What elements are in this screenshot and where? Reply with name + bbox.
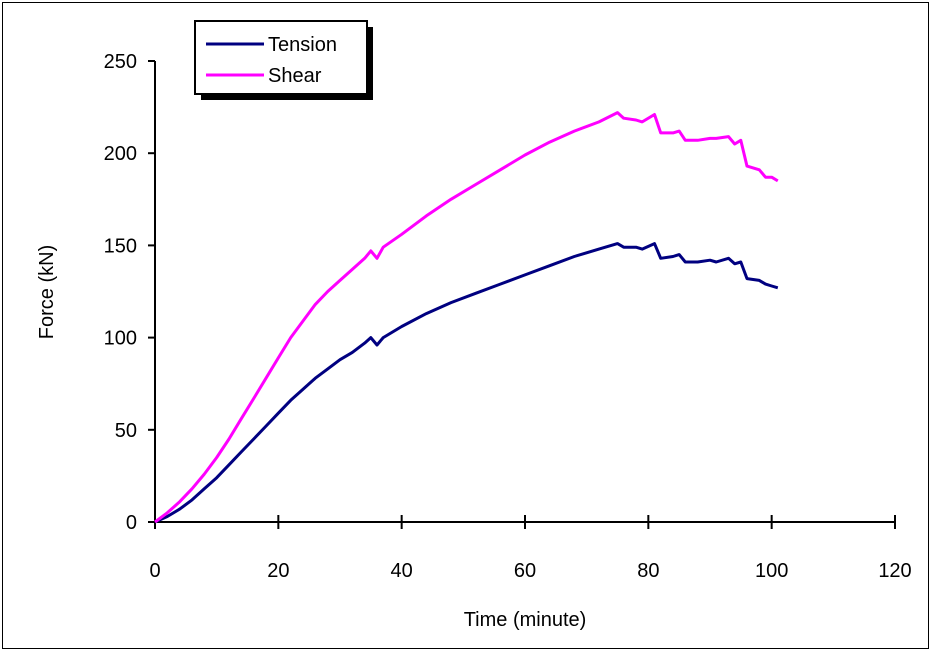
- legend-label-shear: Shear: [268, 65, 322, 87]
- y-tick-label: 200: [104, 143, 137, 165]
- axes: 0 20 40 60 80 100 120 0 50 100 150 200 250: [104, 51, 912, 582]
- x-axis-title: Time (minute): [464, 609, 587, 631]
- x-tick-label: 100: [755, 560, 788, 582]
- series-line-tension: [154, 242, 779, 524]
- legend-label-tension: Tension: [268, 34, 337, 56]
- series-group: [154, 111, 779, 524]
- x-ticks: 0 20 40 60 80 100 120: [149, 515, 912, 582]
- y-tick-label: 150: [104, 235, 137, 257]
- y-axis-title: Force (kN): [36, 245, 58, 339]
- x-tick-label: 20: [267, 560, 289, 582]
- chart-frame: [2, 2, 929, 649]
- x-tick-label: 0: [149, 560, 160, 582]
- y-tick-label: 50: [115, 420, 137, 442]
- legend-box: [194, 20, 368, 95]
- legend: Tension Shear: [194, 20, 373, 100]
- x-tick-label: 120: [878, 560, 911, 582]
- y-tick-label: 0: [126, 512, 137, 534]
- y-tick-label: 100: [104, 328, 137, 350]
- y-tick-label: 250: [104, 51, 137, 73]
- x-tick-label: 60: [514, 560, 536, 582]
- x-tick-label: 40: [391, 560, 413, 582]
- x-tick-label: 80: [637, 560, 659, 582]
- series-line-shear: [154, 111, 779, 524]
- y-ticks: 0 50 100 150 200 250: [104, 51, 155, 534]
